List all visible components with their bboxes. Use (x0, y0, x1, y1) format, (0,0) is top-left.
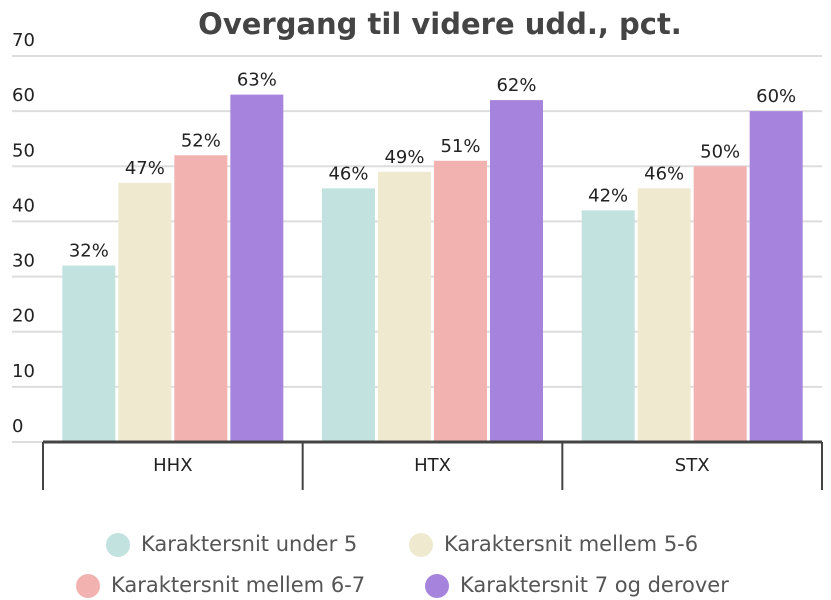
legend-swatch (409, 533, 433, 557)
y-tick-label: 10 (12, 361, 35, 382)
bar (174, 155, 228, 442)
legend-label: Karaktersnit under 5 (141, 532, 357, 556)
bar (490, 100, 543, 442)
y-tick-label: 20 (12, 306, 35, 327)
legend-label: Karaktersnit mellem 6-7 (111, 573, 365, 597)
bar (62, 265, 116, 442)
chart-title: Overgang til videre udd., pct. (198, 7, 682, 41)
y-tick-label: 70 (12, 30, 35, 51)
value-label: 46% (328, 163, 368, 184)
value-label: 47% (125, 158, 165, 179)
y-tick-label: 50 (12, 140, 35, 161)
bar (693, 166, 747, 443)
bar (230, 94, 284, 442)
bar (637, 188, 691, 442)
legend-swatch (106, 533, 130, 557)
bar (434, 160, 487, 442)
bar (581, 210, 635, 442)
value-label: 46% (644, 163, 684, 184)
value-label: 62% (496, 75, 536, 96)
value-label: 50% (700, 141, 740, 162)
x-tick-label: STX (675, 455, 710, 476)
legend-swatch (425, 574, 449, 598)
y-tick-label: 0 (12, 416, 23, 437)
x-tick-label: HTX (414, 455, 451, 476)
value-label: 52% (181, 130, 221, 151)
value-label: 32% (69, 241, 109, 262)
bar (118, 182, 172, 443)
bar (378, 171, 431, 443)
bar (322, 188, 375, 442)
value-label: 49% (384, 147, 424, 168)
y-tick-label: 60 (12, 85, 35, 106)
bar (749, 111, 803, 443)
y-tick-label: 40 (12, 195, 35, 216)
legend-label: Karaktersnit mellem 5-6 (444, 532, 698, 556)
value-label: 42% (588, 185, 628, 206)
legend-label: Karaktersnit 7 og derover (460, 573, 729, 597)
value-label: 60% (756, 86, 796, 107)
y-tick-label: 30 (12, 251, 35, 272)
x-tick-label: HHX (153, 455, 192, 476)
value-label: 51% (440, 136, 480, 157)
legend-swatch (76, 574, 100, 598)
value-label: 63% (237, 70, 277, 91)
